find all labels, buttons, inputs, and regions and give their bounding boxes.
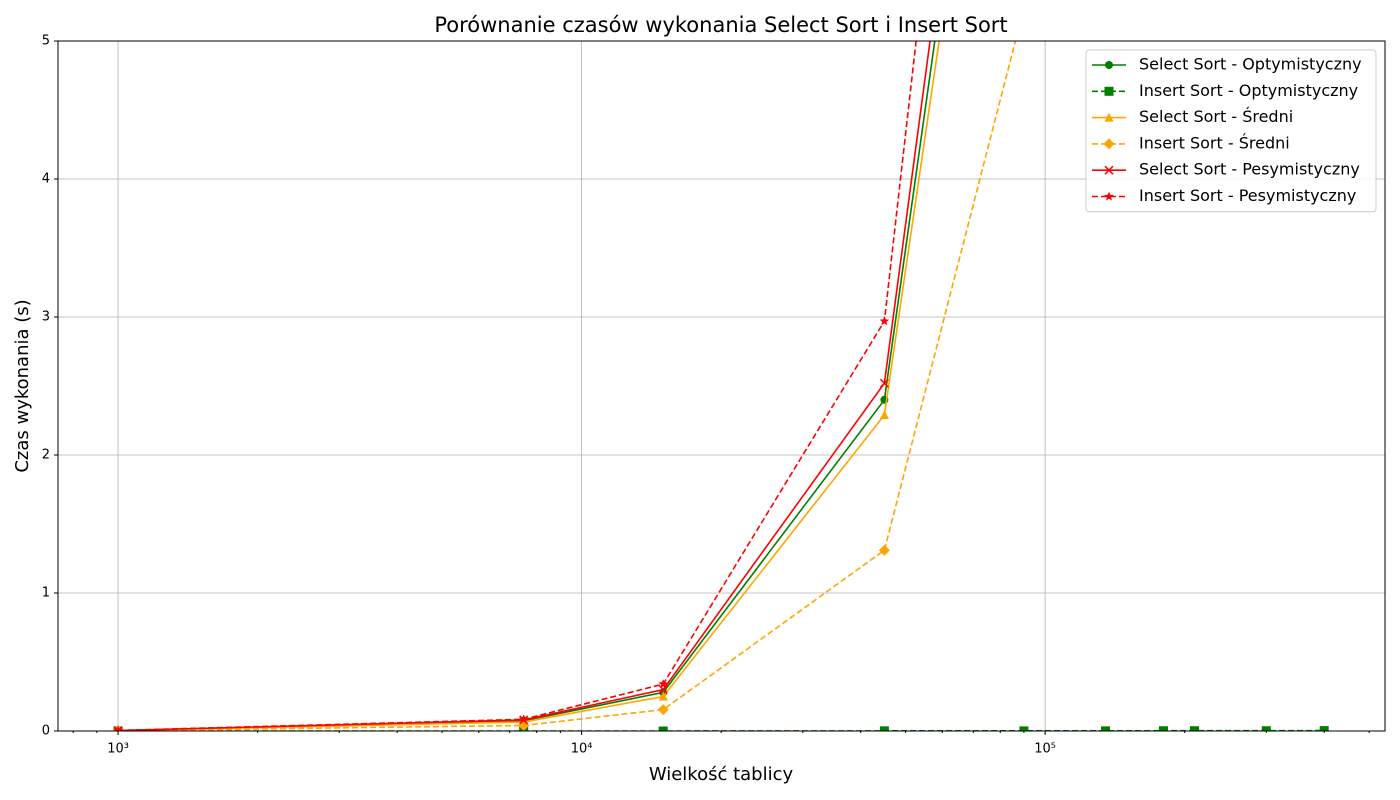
marker <box>1019 726 1029 731</box>
legend-box <box>1085 49 1377 213</box>
marker <box>658 726 668 731</box>
plot-frame <box>57 40 1386 732</box>
marker <box>879 378 889 388</box>
y-tick-label: 4 <box>42 172 50 187</box>
chart-title: Porównanie czasów wykonania Select Sort … <box>434 13 1007 37</box>
legend-marker <box>1104 191 1114 201</box>
legend-label: Insert Sort - Średni <box>1139 133 1290 152</box>
marker <box>1158 726 1168 731</box>
marker <box>1261 726 1271 731</box>
marker <box>1319 726 1329 731</box>
marker <box>113 725 123 731</box>
y-tick-label: 0 <box>42 724 50 739</box>
marker <box>1101 726 1111 731</box>
marker <box>658 685 668 695</box>
y-tick-label: 1 <box>42 586 50 601</box>
x-tick-label: 10³ <box>107 742 129 757</box>
legend-label: Select Sort - Pesymistyczny <box>1139 160 1360 179</box>
legend-marker <box>1105 61 1113 69</box>
legend-label: Insert Sort - Pesymistyczny <box>1139 186 1356 205</box>
y-tick-label: 3 <box>42 310 50 325</box>
legend-marker <box>1104 165 1114 175</box>
marker <box>657 704 669 716</box>
legend-label: Select Sort - Średni <box>1139 107 1293 126</box>
marker <box>879 316 890 326</box>
series-line <box>118 41 931 731</box>
legend-marker <box>1104 86 1114 96</box>
y-axis-label: Czas wykonania (s) <box>12 299 33 472</box>
marker <box>879 726 889 731</box>
series-line <box>118 41 940 731</box>
y-tick-label: 5 <box>42 34 50 49</box>
marker <box>658 691 668 701</box>
marker <box>878 544 890 556</box>
legend-marker <box>1103 138 1115 150</box>
series-line <box>118 41 936 731</box>
series-line <box>118 41 917 731</box>
y-tick-label: 2 <box>42 448 50 463</box>
x-axis-label: Wielkość tablicy <box>649 764 794 785</box>
legend-marker <box>1104 112 1114 122</box>
marker <box>518 714 529 724</box>
legend-label: Select Sort - Optymistyczny <box>1139 55 1362 74</box>
marker <box>879 409 889 419</box>
x-tick-label: 10⁴ <box>571 742 593 757</box>
legend-label: Insert Sort - Optymistyczny <box>1139 81 1358 100</box>
x-tick-label: 10⁵ <box>1034 742 1056 757</box>
marker <box>658 679 668 689</box>
marker <box>1190 726 1199 731</box>
